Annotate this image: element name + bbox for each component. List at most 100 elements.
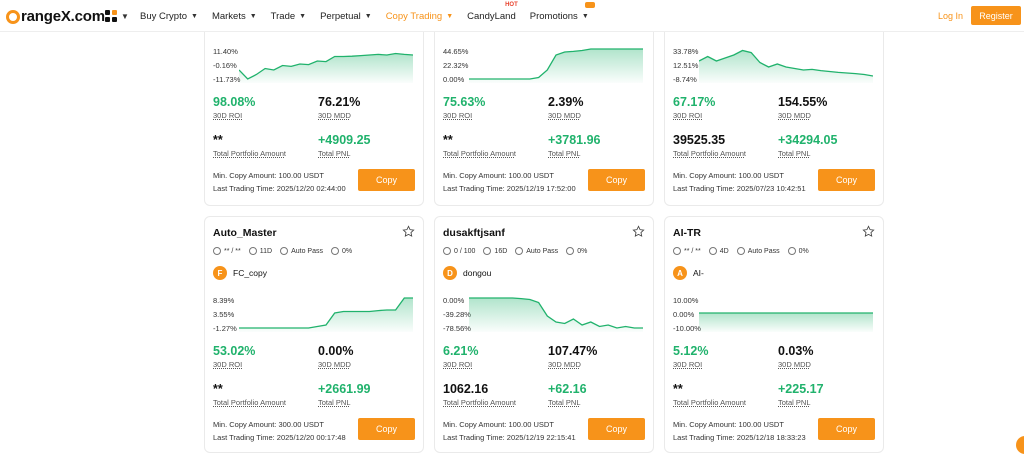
copy-info: Min. Copy Amount: 100.00 USDT Last Tradi… — [673, 418, 806, 444]
last-trade-value: 2025/07/23 10:42:51 — [736, 184, 806, 193]
lead-trader[interactable]: F FC_copy — [213, 266, 267, 280]
copy-button[interactable]: Copy — [588, 418, 645, 440]
hot-badge: HOT — [505, 1, 518, 8]
y-tick-label: 0.00% — [443, 75, 465, 84]
mdd-value: 154.55% — [778, 95, 828, 109]
pnl-value: +4909.25 — [318, 133, 371, 147]
followers-count: 0 / 100 — [454, 247, 476, 255]
copy-button[interactable]: Copy — [818, 418, 875, 440]
copy-button[interactable]: Copy — [358, 169, 415, 191]
y-tick-label: -39.28% — [443, 310, 471, 319]
roi-chart: 10.00% 0.00% -10.00% — [673, 296, 877, 336]
roi-value: 6.21% — [443, 344, 479, 358]
trader-card[interactable]: 44.65% 22.32% 0.00% 75.63% 30D ROI 2.39%… — [434, 0, 654, 206]
auto-pass-label: Auto Pass — [747, 247, 780, 255]
avatar: F — [213, 266, 227, 280]
favorite-star-icon[interactable] — [402, 225, 415, 238]
nav-perpetual[interactable]: Perpetual ▼ — [320, 11, 372, 22]
pnl-label: Total PNL — [778, 398, 811, 407]
copy-button[interactable]: Copy — [588, 169, 645, 191]
last-trade-label: Last Trading Time: — [443, 184, 505, 193]
nav-label: Buy Crypto — [140, 10, 187, 22]
mdd-value: 107.47% — [548, 344, 598, 358]
min-copy-label: Min. Copy Amount: — [213, 171, 277, 180]
roi-sparkline — [469, 297, 643, 332]
trader-meta: ** / ** 4D Auto Pass 0% — [673, 247, 817, 255]
portfolio-label: Total Portfolio Amount — [443, 149, 516, 158]
roi-area — [699, 313, 873, 332]
nav-markets[interactable]: Markets ▼ — [212, 11, 257, 22]
pnl-label: Total PNL — [548, 149, 581, 158]
nav-buy-crypto[interactable]: Buy Crypto ▼ — [140, 11, 198, 22]
pnl-label: Total PNL — [318, 398, 351, 407]
trader-card[interactable]: AI-TR ** / ** 4D Auto Pass 0% A AI- 10.0… — [664, 216, 884, 453]
favorite-star-icon[interactable] — [632, 225, 645, 238]
last-trade-value: 2025/12/19 22:15:41 — [506, 433, 576, 442]
trader-name[interactable]: dusakftjsanf — [443, 227, 505, 239]
nav-label: Perpetual — [320, 10, 361, 22]
help-chat-button[interactable] — [1016, 436, 1024, 454]
lead-trader[interactable]: A AI- — [673, 266, 704, 280]
lead-trader[interactable]: D dongou — [443, 266, 491, 280]
roi-line — [239, 297, 413, 329]
caret-down-icon: ▼ — [446, 12, 454, 20]
apps-menu-button[interactable]: ▼ — [105, 10, 129, 22]
top-navigation-bar: rangeX.com ▼ Buy Crypto ▼ Markets ▼ Trade ▼… — [0, 0, 1024, 32]
y-tick-label: 8.39% — [213, 296, 235, 305]
pnl-value: +225.17 — [778, 382, 824, 396]
roi-line — [239, 52, 413, 80]
roi-chart: 44.65% 22.32% 0.00% — [443, 47, 647, 87]
y-tick-label: 0.00% — [673, 310, 695, 319]
min-copy-value: 100.00 USDT — [738, 171, 784, 180]
mdd-value: 76.21% — [318, 95, 361, 109]
nav-label: Markets — [211, 10, 246, 22]
roi-area — [239, 53, 413, 83]
last-trade-value: 2025/12/20 02:44:00 — [276, 184, 346, 193]
portfolio-label: Total Portfolio Amount — [213, 398, 286, 407]
auto-pass-label: Auto Pass — [526, 247, 559, 255]
orangex-logo[interactable]: rangeX.com — [6, 8, 105, 25]
roi-value: 53.02% — [213, 344, 256, 358]
portfolio-label: Total Portfolio Amount — [673, 149, 746, 158]
trader-card[interactable]: dusakftjsanf 0 / 100 16D Auto Pass 0% D … — [434, 216, 654, 453]
trader-card[interactable]: 11.40% -0.16% -11.73% 98.08% 30D ROI 76.… — [204, 0, 424, 206]
min-copy-value: 100.00 USDT — [738, 420, 784, 429]
login-link[interactable]: Log In — [938, 11, 964, 21]
trader-meta: ** / ** 11D Auto Pass 0% — [213, 247, 360, 255]
roi-sparkline — [699, 312, 873, 332]
roi-area — [239, 298, 413, 332]
y-tick-label: -78.56% — [443, 324, 471, 333]
lead-trader-name: FC_copy — [233, 268, 268, 278]
roi-value: 98.08% — [213, 95, 256, 109]
auto-pass-icon — [736, 247, 745, 255]
mdd-label: 30D MDD — [318, 360, 351, 369]
roi-chart: 33.78% 12.51% -8.74% — [673, 47, 877, 87]
copy-button[interactable]: Copy — [818, 169, 875, 191]
pnl-value: +62.16 — [548, 382, 587, 396]
trader-name[interactable]: Auto_Master — [213, 227, 277, 239]
trader-name[interactable]: AI-TR — [673, 227, 701, 239]
favorite-star-icon[interactable] — [862, 225, 875, 238]
profit-share: 0% — [341, 247, 353, 255]
roi-label: 30D ROI — [213, 111, 243, 120]
register-button[interactable]: Register — [971, 6, 1021, 25]
copy-button[interactable]: Copy — [358, 418, 415, 440]
nav-copy-trading[interactable]: Copy Trading ▼ — [386, 11, 453, 22]
min-copy-value: 100.00 USDT — [508, 420, 554, 429]
trader-card[interactable]: 33.78% 12.51% -8.74% 67.17% 30D ROI 154.… — [664, 0, 884, 206]
portfolio-value: ** — [213, 133, 223, 147]
copy-info: Min. Copy Amount: 100.00 USDT Last Tradi… — [443, 418, 576, 444]
trader-card[interactable]: Auto_Master ** / ** 11D Auto Pass 0% F F… — [204, 216, 424, 453]
nav-candyland[interactable]: CandyLand HOT — [467, 2, 518, 22]
min-copy-value: 300.00 USDT — [278, 420, 324, 429]
nav-promotions[interactable]: Promotions ▼ — [530, 1, 595, 22]
pnl-label: Total PNL — [318, 149, 351, 158]
mdd-label: 30D MDD — [318, 111, 351, 120]
y-tick-label: -1.27% — [213, 324, 237, 333]
nav-trade[interactable]: Trade ▼ — [271, 11, 306, 22]
fee-icon — [787, 247, 796, 255]
y-tick-label: 22.32% — [443, 61, 469, 70]
pnl-value: +34294.05 — [778, 133, 838, 147]
lead-trader-name: dongou — [463, 268, 492, 278]
pnl-label: Total PNL — [548, 398, 581, 407]
